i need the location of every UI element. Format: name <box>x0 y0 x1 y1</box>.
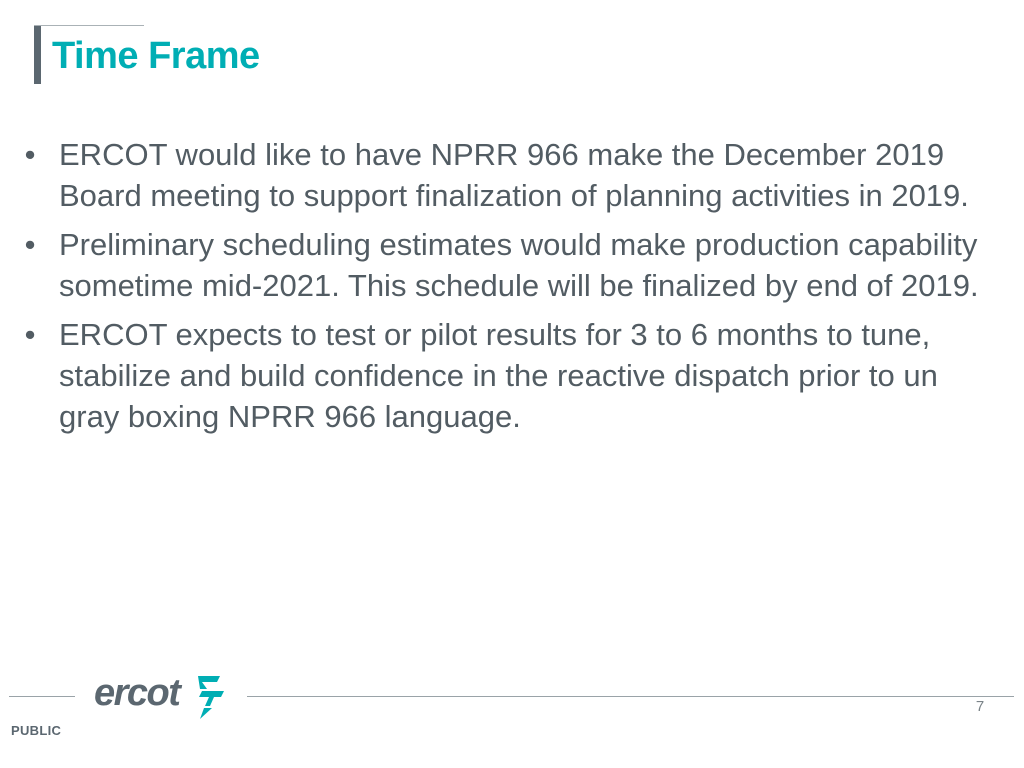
logo-wordmark: ercot <box>94 672 181 714</box>
bullet-list: • ERCOT would like to have NPRR 966 make… <box>0 134 1000 445</box>
bullet-marker: • <box>24 137 36 172</box>
slide-title: Time Frame <box>52 35 260 77</box>
ercot-arrow-logo-icon <box>198 676 224 719</box>
footer-rule-right <box>247 696 1014 697</box>
bullet-marker: • <box>24 317 36 352</box>
title-top-rule <box>34 25 144 26</box>
title-accent-bar <box>34 26 41 84</box>
bullet-item: • Preliminary scheduling estimates would… <box>0 224 1000 306</box>
ercot-logo: ercot <box>94 670 228 722</box>
bullet-marker: • <box>24 227 36 262</box>
bullet-item: • ERCOT expects to test or pilot results… <box>0 314 1000 437</box>
bullet-text: Preliminary scheduling estimates would m… <box>59 227 979 303</box>
footer-rule-left <box>9 696 75 697</box>
bullet-text: ERCOT expects to test or pilot results f… <box>59 317 938 434</box>
bullet-text: ERCOT would like to have NPRR 966 make t… <box>59 137 969 213</box>
bullet-item: • ERCOT would like to have NPRR 966 make… <box>0 134 1000 216</box>
classification-label: PUBLIC <box>11 723 62 738</box>
page-number: 7 <box>975 698 985 715</box>
